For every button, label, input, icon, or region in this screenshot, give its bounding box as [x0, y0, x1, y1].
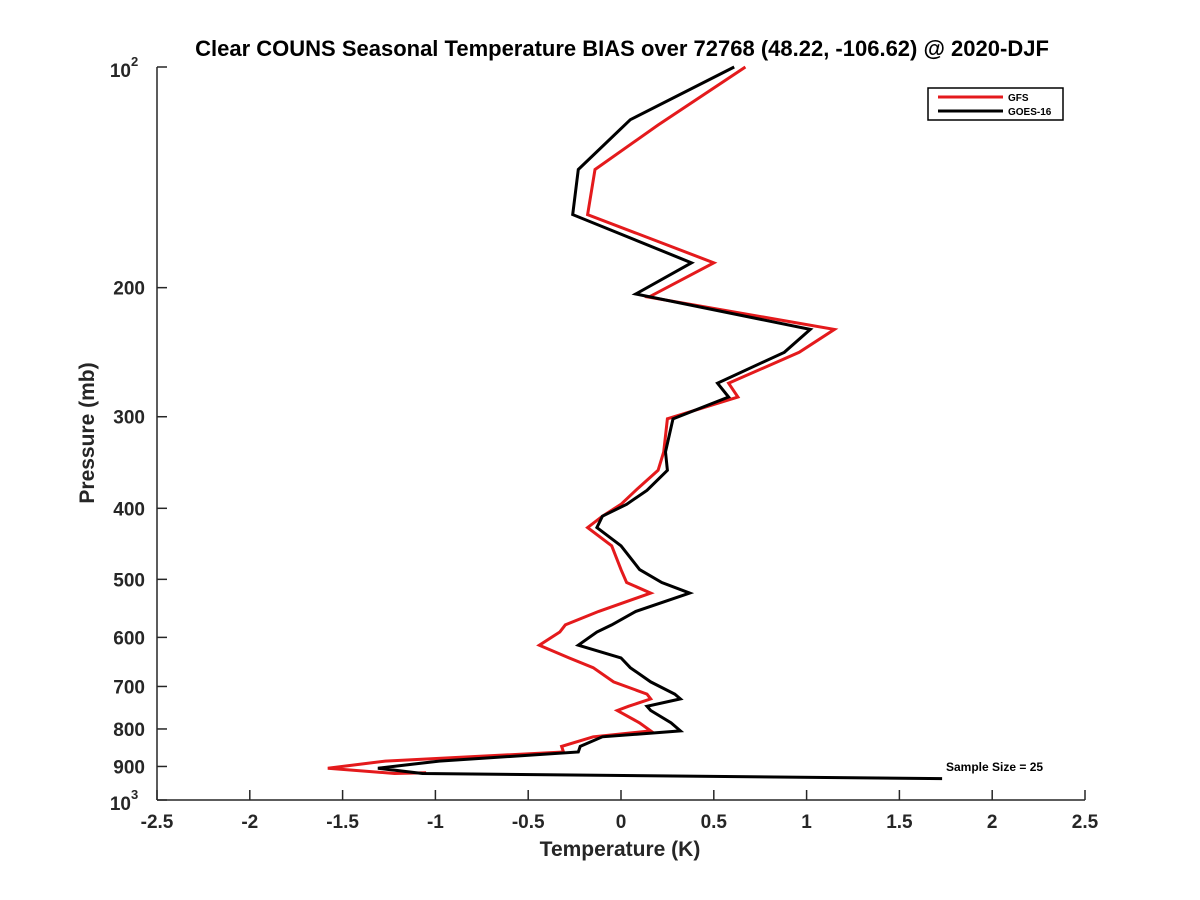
x-tick-label: 2.5: [1072, 812, 1099, 833]
legend-box: [927, 87, 1064, 121]
y-tick-label: 200: [113, 279, 145, 300]
y-tick-label: 700: [113, 677, 145, 698]
sample-size-annotation: Sample Size = 25: [946, 760, 1043, 774]
y-tick-label: 500: [113, 570, 145, 591]
x-tick-label: -2: [241, 812, 258, 833]
series-layer: [327, 65, 943, 781]
x-tick-label: -2.5: [141, 812, 174, 833]
x-tick-label: 0: [616, 812, 627, 833]
plot-area: [156, 67, 1085, 801]
x-tick-label: -1: [427, 812, 444, 833]
y-tick-base: 10: [110, 61, 131, 82]
y-tick-exponent: 3: [131, 787, 138, 802]
legend: GFS GOES-16: [927, 87, 1064, 121]
x-tick-label: 1: [801, 812, 812, 833]
y-tick-label: 10 3: [110, 787, 138, 815]
legend-item: GFS: [938, 93, 1029, 104]
x-tick-label: 0.5: [701, 812, 728, 833]
x-tick-label: 1.5: [886, 812, 913, 833]
y-tick-label: 300: [113, 408, 145, 429]
y-tick-label: 800: [113, 720, 145, 741]
y-tick-label: 900: [113, 757, 145, 778]
x-tick-label: 2: [987, 812, 998, 833]
y-tick-label: 400: [113, 499, 145, 520]
legend-item: GOES-16: [938, 107, 1052, 118]
y-tick-label: 600: [113, 628, 145, 649]
x-axis-label: Temperature (K): [540, 838, 701, 861]
y-axis-label: Pressure (mb): [76, 362, 99, 503]
x-tick-label: -1.5: [326, 812, 359, 833]
series-line-gfs: [327, 65, 839, 776]
y-tick-base: 10: [110, 794, 131, 815]
x-axis: -2.5 -2 -1.5 -1 -0.5 0 0.5 1 1.5 2 2.5: [141, 790, 1099, 833]
series-line-goes-16: [377, 65, 943, 781]
x-tick-label: -0.5: [512, 812, 545, 833]
y-tick-label: 10 2: [110, 54, 138, 82]
y-tick-exponent: 2: [131, 54, 138, 69]
legend-label: GFS: [1008, 93, 1029, 104]
chart-title: Clear COUNS Seasonal Temperature BIAS ov…: [195, 36, 1049, 61]
legend-label: GOES-16: [1008, 107, 1052, 118]
